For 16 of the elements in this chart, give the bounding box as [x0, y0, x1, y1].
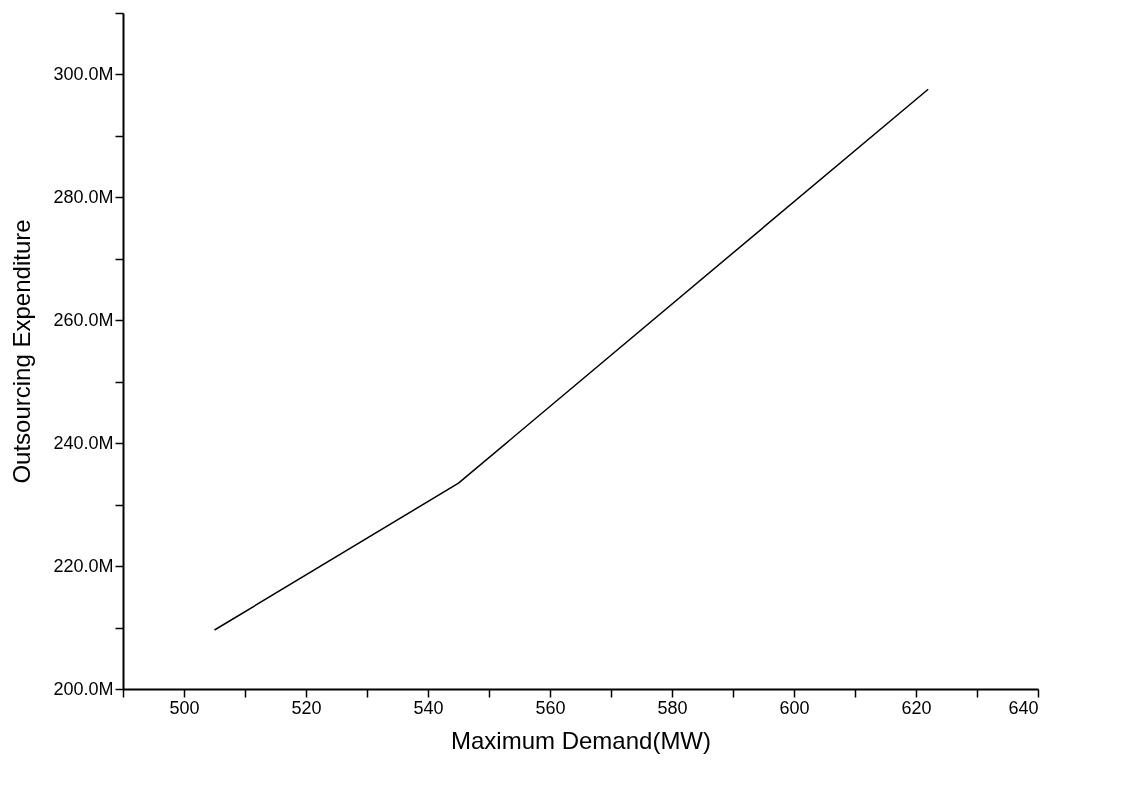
x-tick-label: 640 [1008, 697, 1039, 718]
x-tick-label: 500 [169, 697, 200, 718]
x-tick-label: 620 [901, 697, 932, 718]
x-tick-label: 600 [779, 697, 810, 718]
y-tick-label: 200.0M [53, 678, 114, 699]
y-axis-title: Outsourcing Expenditure [8, 219, 36, 484]
x-tick-label: 520 [291, 697, 322, 718]
x-tick-label: 580 [657, 697, 688, 718]
y-tick-label: 240.0M [53, 432, 114, 453]
x-tick-label: 540 [413, 697, 444, 718]
y-tick-label: 220.0M [53, 555, 114, 576]
x-tick-label: 560 [535, 697, 566, 718]
y-tick-label: 260.0M [53, 309, 114, 330]
y-tick-label: 280.0M [53, 186, 114, 207]
x-axis-title: Maximum Demand(MW) [450, 726, 712, 754]
y-tick-label: 300.0M [53, 63, 114, 84]
